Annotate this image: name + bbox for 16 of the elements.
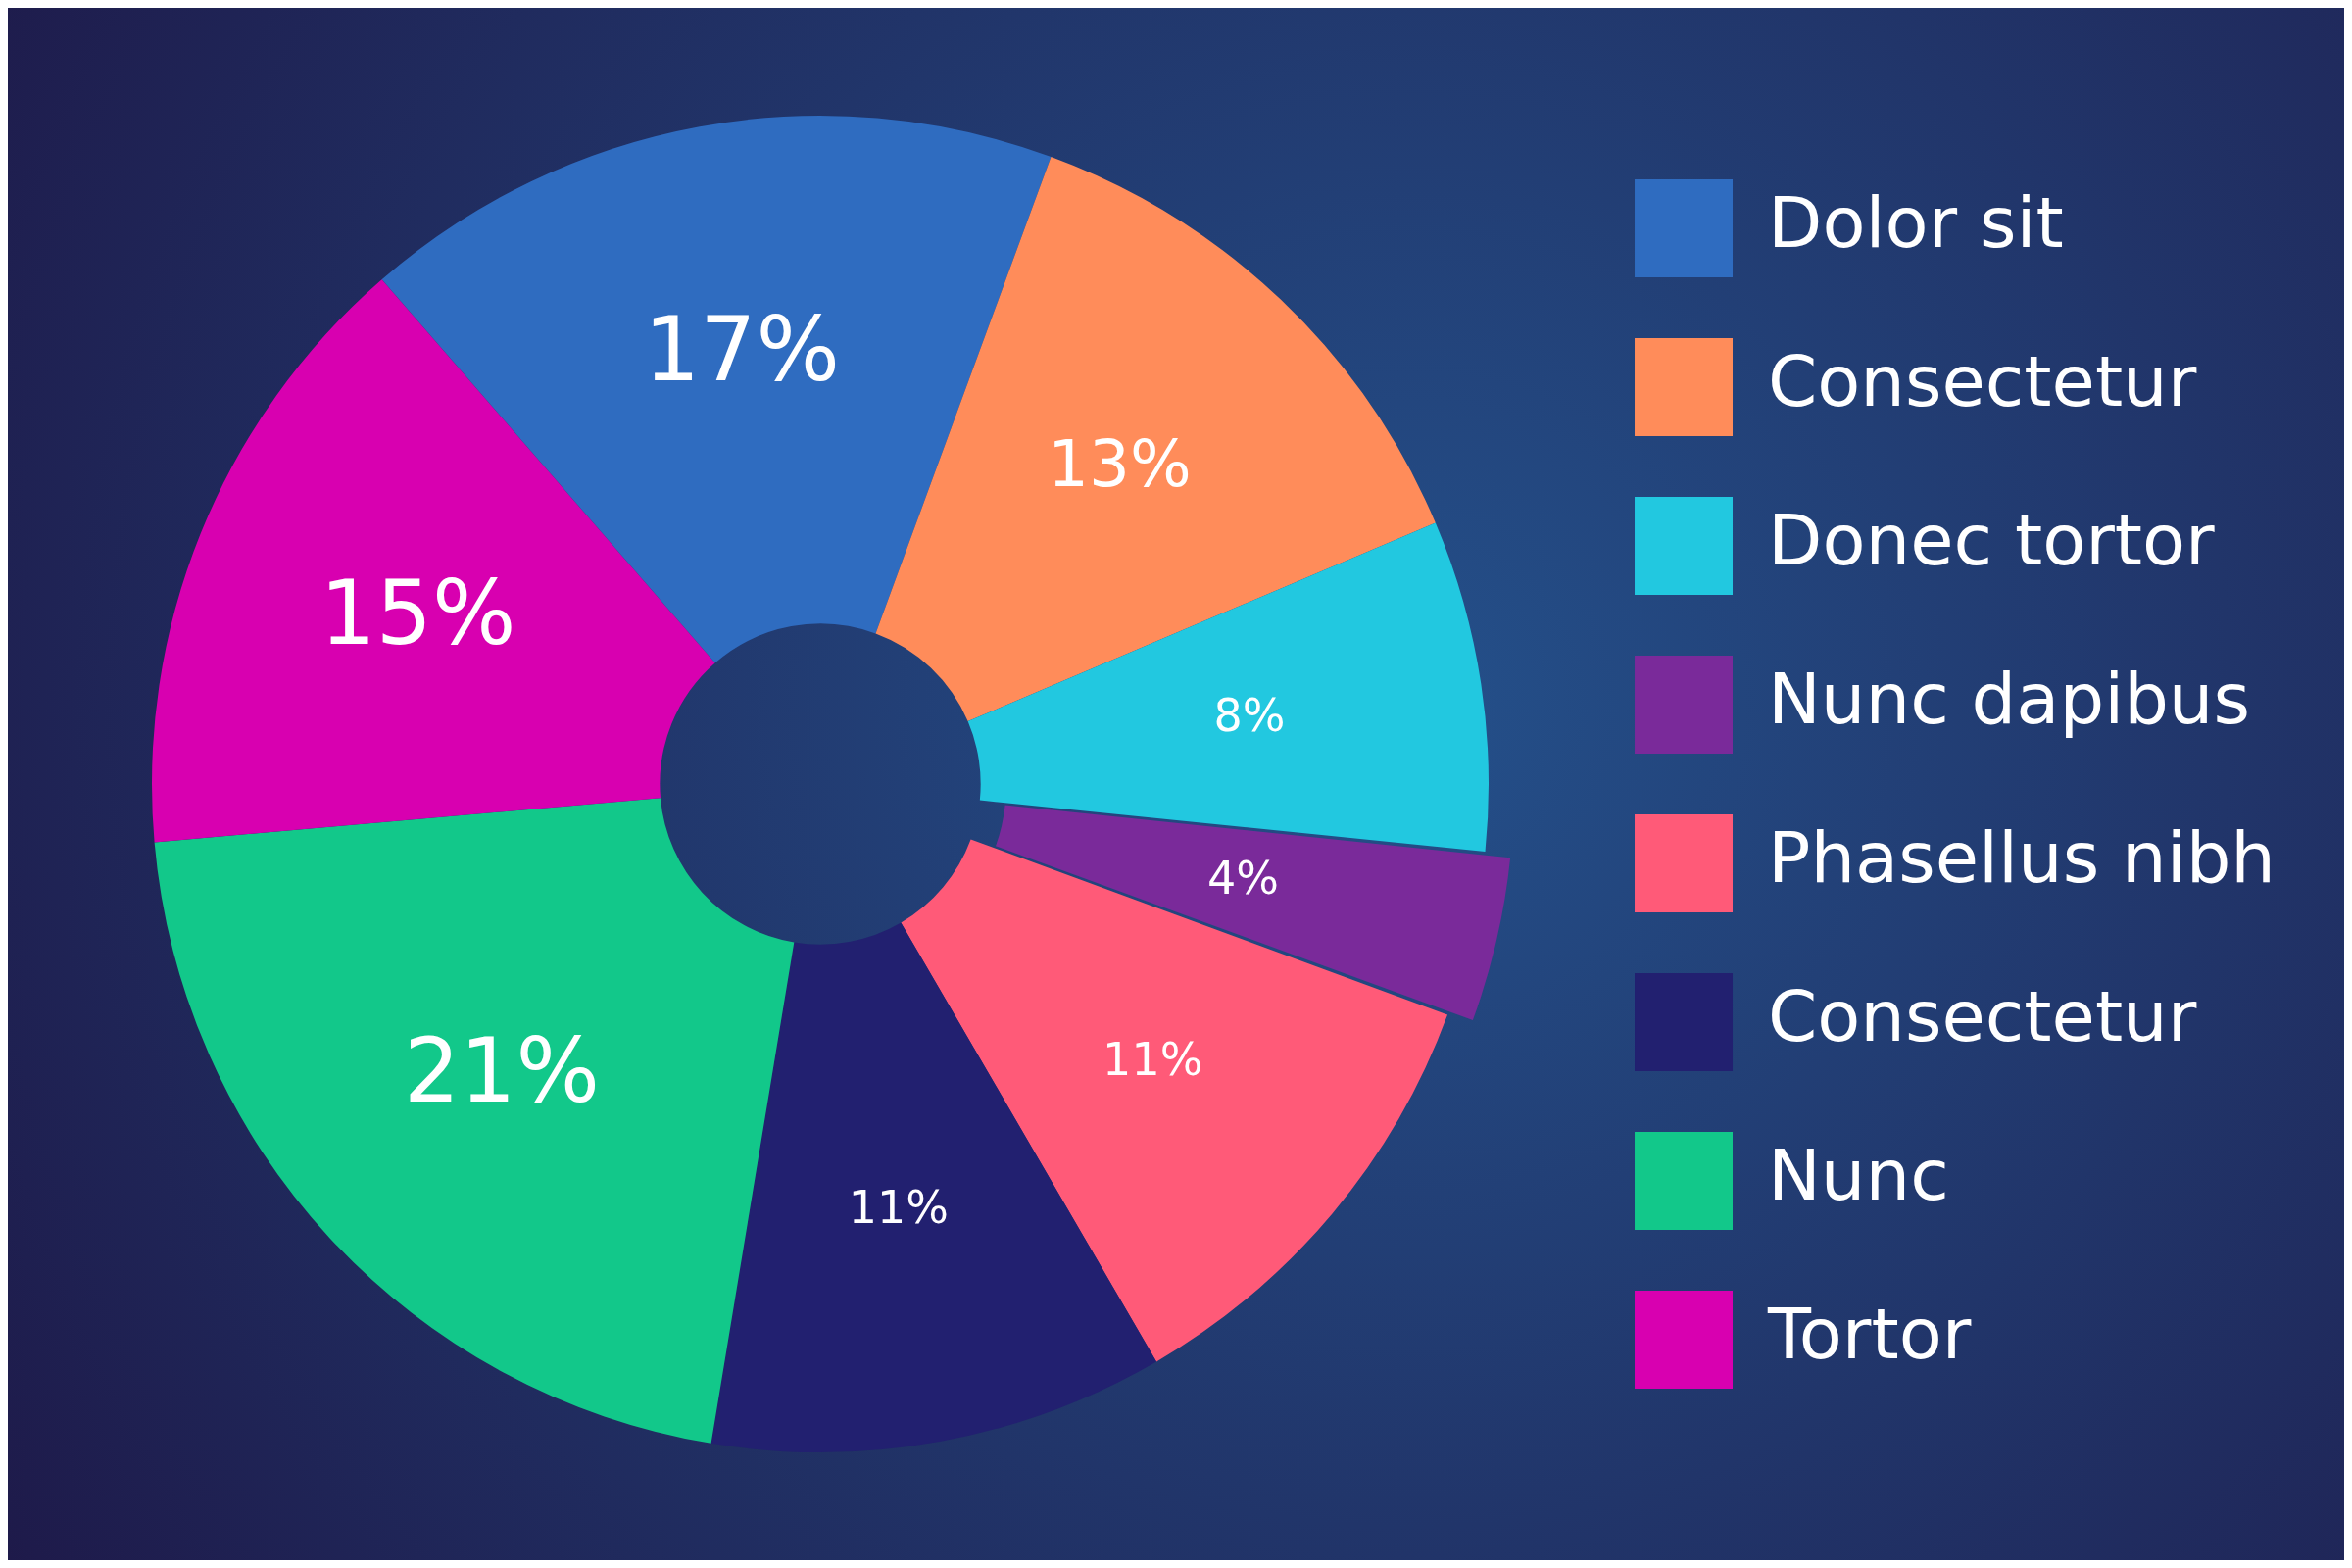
data-label: 15%	[319, 562, 516, 665]
data-label: 11%	[1102, 1032, 1203, 1086]
legend-label: Phasellus nibh	[1768, 815, 2277, 899]
legend-label: Donec tortor	[1768, 498, 2216, 581]
legend-label: Dolor sit	[1768, 180, 2064, 264]
data-label: 11%	[848, 1180, 950, 1234]
legend-label: Nunc	[1768, 1133, 1949, 1216]
legend-label: Consectetur	[1768, 974, 2197, 1057]
legend-label: Tortor	[1767, 1292, 1972, 1375]
data-label: 8%	[1213, 688, 1286, 742]
data-label: 4%	[1207, 851, 1279, 905]
data-label: 17%	[644, 297, 841, 401]
legend-label: Nunc dapibus	[1768, 657, 2250, 740]
data-label: 13%	[1048, 426, 1192, 503]
data-label: 21%	[404, 1019, 601, 1123]
legend-label: Consectetur	[1768, 339, 2197, 422]
